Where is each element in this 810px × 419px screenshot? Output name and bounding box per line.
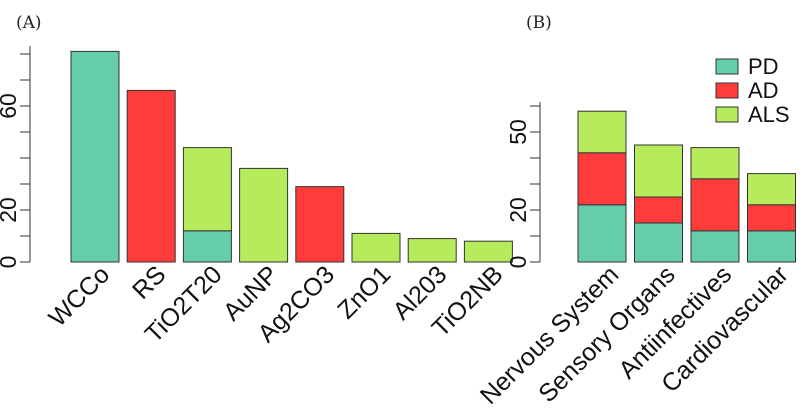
legend-swatch-pd (715, 58, 739, 75)
panel-label: (B) (526, 13, 552, 33)
category-label: ZnO1 (332, 260, 396, 324)
chart-panel-a: (A)02060WCCoRSTiO2T20AuNPAg2CO3ZnO1Al203… (0, 13, 513, 348)
category-label: WCCo (43, 260, 115, 332)
bar-sensory-organs-ad (634, 196, 683, 224)
bar-sensory-organs-als (634, 144, 683, 198)
bar-cardiovascular-ad (747, 204, 796, 232)
bar-antiinfectives-ad (690, 178, 740, 232)
bar-wcco-pd (70, 50, 120, 263)
y-tick-label: 20 (0, 197, 21, 223)
bar-sensory-organs-pd (634, 222, 683, 263)
legend-label-als: ALS (748, 102, 790, 127)
legend-label-ad: AD (748, 78, 779, 103)
y-tick-label: 0 (0, 256, 21, 269)
y-tick-label: 60 (0, 93, 21, 119)
bar-rs-ad (126, 89, 176, 263)
bar-tio2t20-pd (182, 230, 232, 263)
bar-tio2t20-als (182, 147, 232, 232)
bar-zno1-als (351, 232, 401, 263)
bar-cardiovascular-pd (747, 230, 796, 263)
y-tick-label: 20 (505, 197, 531, 223)
bar-ag2co3-ad (295, 186, 345, 263)
bar-antiinfectives-als (690, 147, 740, 180)
bar-tio2nb-als (463, 240, 513, 263)
bar-al203-als (407, 238, 457, 263)
y-tick-label: 50 (505, 119, 531, 145)
bar-antiinfectives-pd (690, 230, 740, 263)
bar-nervous-system-pd (577, 204, 627, 263)
bar-nervous-system-ad (577, 152, 627, 206)
panel-label: (A) (16, 13, 42, 33)
y-tick-label: 0 (505, 256, 531, 269)
category-label: RS (127, 260, 171, 304)
legend-swatch-ad (715, 82, 739, 99)
bar-aunp-als (239, 167, 289, 263)
bar-nervous-system-als (577, 110, 627, 154)
legend-swatch-als (715, 106, 739, 123)
bar-cardiovascular-als (747, 173, 796, 206)
legend-label-pd: PD (748, 54, 779, 79)
